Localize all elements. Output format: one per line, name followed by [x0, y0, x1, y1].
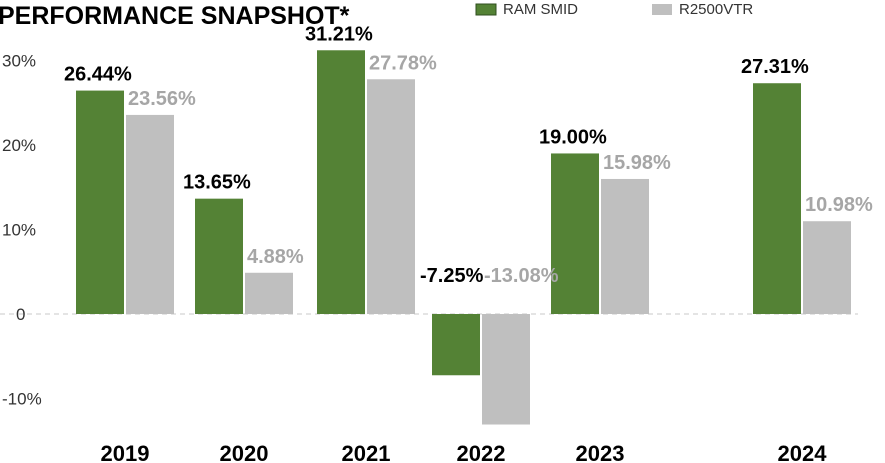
chart-title: PERFORMANCE SNAPSHOT* — [0, 2, 350, 30]
bar-r2500vtr-2021 — [367, 79, 415, 314]
bar-ram-smid-2019 — [76, 90, 124, 314]
data-label-ram-smid-2024: 27.31% — [741, 56, 809, 78]
data-label-ram-smid-2023: 19.00% — [539, 126, 607, 148]
bar-ram-smid-2022 — [432, 314, 480, 376]
legend-label-ram-smid: RAM SMID — [503, 1, 578, 18]
legend-swatch-r2500vtr — [652, 4, 672, 15]
bar-r2500vtr-2023 — [601, 178, 649, 314]
x-axis: 2019 2020 2021 2022 2023 2024 — [101, 441, 828, 463]
bar-r2500vtr-2024 — [803, 221, 851, 314]
data-label-r2500vtr-2023: 15.98% — [603, 152, 671, 174]
bar-r2500vtr-2020 — [245, 272, 293, 314]
data-labels: 26.44% 13.65% 31.21% -7.25% 19.00% 27.31% 23.5… — [64, 23, 873, 287]
x-tick-label-2019: 2019 — [101, 441, 150, 463]
data-label-ram-smid-2020: 13.65% — [183, 172, 251, 194]
x-tick-label-2023: 2023 — [576, 441, 625, 463]
bar-ram-smid-2021 — [317, 50, 365, 314]
y-axis: 30%20%10%0-10% — [2, 52, 42, 409]
x-tick-label-2020: 2020 — [220, 441, 269, 463]
legend-swatch-ram-smid — [475, 3, 497, 16]
data-label-r2500vtr-2020: 4.88% — [247, 246, 304, 268]
bars — [76, 50, 851, 425]
bar-ram-smid-2020 — [195, 198, 243, 314]
data-label-r2500vtr-2022: -13.08% — [484, 265, 559, 287]
bar-ram-smid-2024 — [753, 83, 801, 314]
data-label-ram-smid-2021: 31.21% — [305, 23, 373, 45]
y-tick-label: 10% — [2, 221, 36, 240]
data-label-ram-smid-2022: -7.25% — [420, 265, 484, 287]
y-tick-label: 20% — [2, 136, 36, 155]
y-tick-label: 30% — [2, 52, 36, 71]
bar-r2500vtr-2022 — [482, 314, 530, 425]
legend-label-r2500vtr: R2500VTR — [679, 1, 753, 18]
x-tick-label-2024: 2024 — [778, 441, 828, 463]
x-tick-label-2022: 2022 — [457, 441, 506, 463]
data-label-r2500vtr-2024: 10.98% — [805, 194, 873, 216]
bar-r2500vtr-2019 — [126, 114, 174, 314]
data-label-ram-smid-2019: 26.44% — [64, 64, 132, 86]
data-label-r2500vtr-2021: 27.78% — [369, 52, 437, 74]
x-tick-label-2021: 2021 — [342, 441, 391, 463]
data-label-r2500vtr-2019: 23.56% — [128, 88, 196, 110]
y-tick-label: -10% — [2, 390, 42, 409]
bar-ram-smid-2023 — [551, 153, 599, 314]
legend: RAM SMID R2500VTR — [475, 1, 753, 18]
